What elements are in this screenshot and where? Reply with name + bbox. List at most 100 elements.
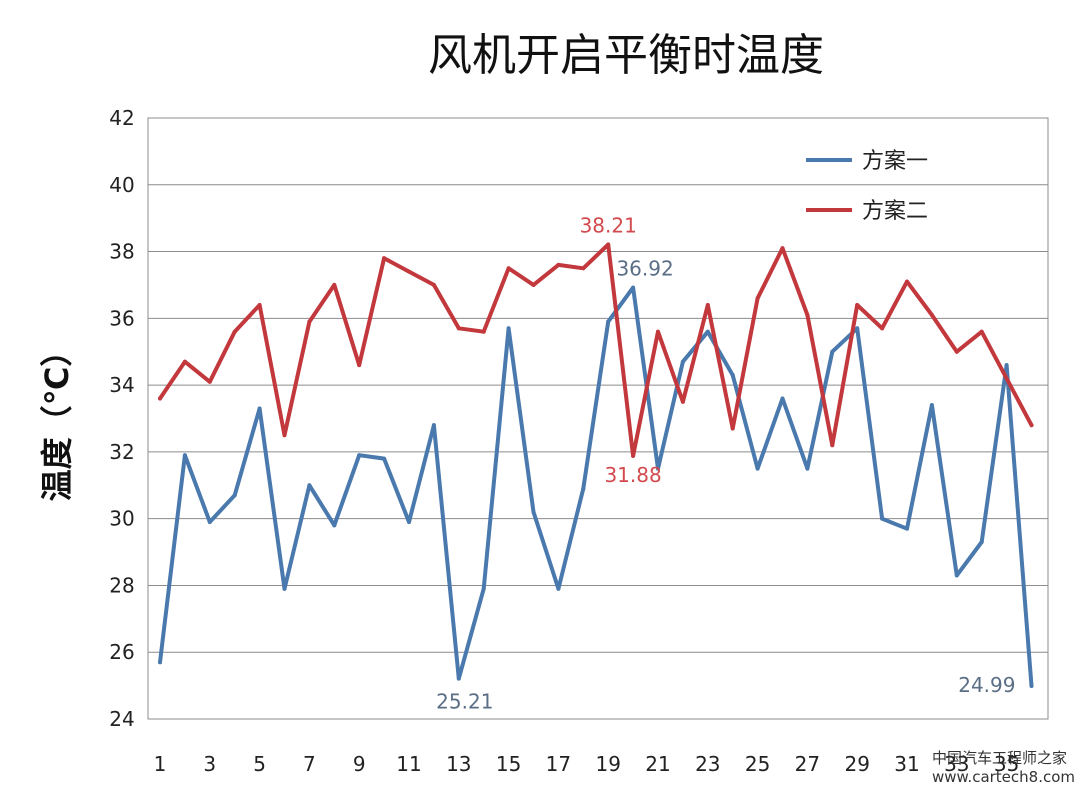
data-point [531, 509, 536, 514]
data-point [1004, 363, 1009, 368]
data-point [357, 453, 362, 458]
y-tick-label: 42 [109, 106, 134, 130]
data-point [232, 493, 237, 498]
chart-title: 风机开启平衡时温度 [428, 30, 824, 81]
data-point [307, 483, 312, 488]
data-label: 31.88 [604, 463, 661, 487]
series-line-2 [158, 242, 1034, 458]
data-point [805, 312, 810, 317]
data-point [855, 302, 860, 307]
data-label: 38.21 [580, 214, 637, 238]
data-point [456, 326, 461, 331]
data-point [556, 586, 561, 591]
data-point [506, 266, 511, 271]
data-point [680, 399, 685, 404]
y-tick-label: 26 [109, 640, 134, 664]
data-point [880, 326, 885, 331]
data-point [755, 466, 760, 471]
series-lines [158, 242, 1034, 688]
data-point [207, 379, 212, 384]
data-point [282, 433, 287, 438]
data-point [880, 516, 885, 521]
data-label: 24.99 [958, 673, 1015, 697]
x-tick-label: 31 [894, 752, 919, 776]
data-point [332, 523, 337, 528]
data-point [680, 359, 685, 364]
data-point [705, 302, 710, 307]
data-point [481, 329, 486, 334]
legend-label-2: 方案二 [862, 199, 928, 224]
data-point [407, 520, 411, 525]
data-point [506, 326, 511, 331]
x-tick-label: 27 [795, 752, 820, 776]
data-point [481, 586, 486, 591]
x-tick-label: 3 [203, 752, 216, 776]
data-point [158, 396, 162, 401]
y-tick-label: 36 [109, 306, 134, 330]
x-tick-label: 13 [446, 752, 471, 776]
data-point [182, 453, 187, 458]
data-point [905, 279, 909, 284]
series-line-1 [158, 285, 1034, 688]
data-point [556, 262, 561, 267]
data-point [182, 359, 187, 364]
x-tick-labels: 1 3 5 7 9 11 13 15 17 19 21 23 25 27 29 31 33 35 [154, 752, 1020, 776]
data-point [431, 282, 436, 287]
x-tick-label: 23 [695, 752, 720, 776]
data-point [382, 456, 387, 461]
y-tick-label: 38 [109, 240, 134, 264]
data-point [730, 373, 735, 378]
x-tick-label: 7 [303, 752, 316, 776]
y-tick-label: 34 [109, 373, 134, 397]
data-annotations: 38.21 36.92 31.88 25.21 24.99 [436, 214, 1015, 714]
data-point [855, 326, 860, 331]
data-point [1029, 423, 1034, 428]
x-tick-label: 25 [745, 752, 770, 776]
data-point [158, 660, 162, 665]
data-point [257, 406, 262, 411]
data-point [431, 423, 436, 428]
data-point [307, 319, 312, 324]
data-point [631, 285, 636, 290]
data-point [979, 540, 984, 545]
data-point [656, 329, 660, 334]
data-point [382, 256, 387, 261]
data-point [407, 269, 411, 274]
data-point [755, 296, 760, 301]
data-point [780, 396, 785, 401]
data-point [805, 466, 810, 471]
x-tick-label: 33 [944, 752, 969, 776]
data-point [531, 282, 536, 287]
y-tick-label: 32 [109, 440, 134, 464]
data-point [830, 349, 835, 354]
data-point [332, 282, 337, 287]
x-tick-label: 21 [645, 752, 670, 776]
data-point [954, 573, 959, 578]
y-axis-label: 温度（℃） [38, 335, 76, 502]
data-point [730, 426, 735, 431]
data-point [581, 486, 586, 491]
data-point [207, 520, 212, 525]
x-tick-label: 9 [353, 752, 366, 776]
data-point [905, 526, 909, 531]
gridlines [147, 117, 1049, 720]
x-tick-label: 19 [595, 752, 620, 776]
data-point [257, 302, 262, 307]
data-point [606, 319, 611, 324]
data-point [830, 443, 835, 448]
data-point [954, 349, 959, 354]
data-point [979, 329, 984, 334]
data-point [357, 363, 362, 368]
data-point [631, 453, 636, 458]
x-tick-label: 17 [546, 752, 571, 776]
y-tick-label: 40 [109, 173, 134, 197]
data-label: 36.92 [616, 257, 673, 281]
y-tick-label: 24 [109, 707, 134, 731]
data-point [1029, 683, 1034, 688]
y-tick-label: 30 [109, 507, 134, 531]
data-point [780, 246, 785, 251]
x-tick-label: 5 [253, 752, 266, 776]
watermark-line2: www.cartech8.com [932, 768, 1075, 786]
